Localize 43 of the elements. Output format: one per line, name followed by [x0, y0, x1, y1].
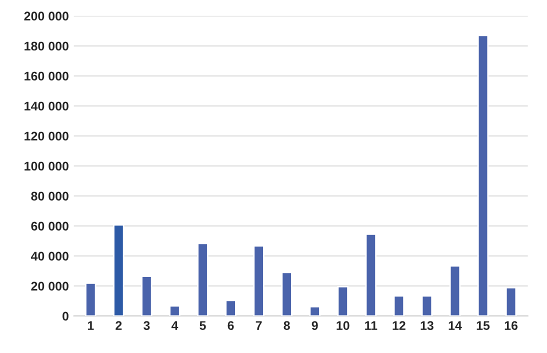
x-tick-label: 13 [420, 321, 434, 330]
y-tick-label: 100 000 [24, 162, 68, 171]
bar [337, 286, 348, 316]
bar [393, 295, 405, 316]
bar [253, 245, 264, 316]
x-tick-label: 9 [312, 321, 318, 330]
x-tick-label: 7 [256, 321, 262, 330]
x-tick-label: 8 [284, 321, 290, 330]
bar [281, 272, 292, 316]
y-tick-label: 180 000 [24, 42, 68, 51]
y-tick-label: 60 000 [31, 222, 68, 231]
bar [141, 276, 152, 316]
y-tick-label: 120 000 [24, 132, 68, 141]
bar [365, 233, 377, 316]
x-tick-label: 16 [504, 321, 518, 330]
x-tick-label: 10 [336, 321, 350, 330]
bar [421, 295, 433, 316]
x-tick-label: 11 [365, 321, 378, 330]
bar [169, 305, 180, 316]
bar [85, 282, 96, 316]
y-tick-label: 40 000 [30, 252, 68, 261]
y-tick-label: 20 000 [31, 282, 68, 291]
y-tick-label: 80 000 [31, 192, 68, 201]
x-tick-label: 2 [116, 321, 122, 330]
y-tick-label: 140 000 [24, 102, 68, 111]
y-tick-label: 0 [62, 312, 68, 321]
bar [477, 34, 489, 316]
x-tick-label: 15 [476, 321, 490, 330]
bar [309, 306, 320, 316]
bar [449, 265, 461, 316]
x-tick-label: 1 [88, 321, 94, 330]
x-tick-label: 6 [228, 321, 234, 330]
bar [113, 224, 124, 316]
y-tick-label: 160 000 [24, 72, 68, 81]
x-tick-label: 4 [171, 321, 178, 330]
y-tick-label: 200 000 [24, 12, 68, 21]
bar [197, 242, 208, 316]
x-tick-label: 5 [200, 321, 206, 330]
bar [505, 287, 517, 316]
x-tick-label: 12 [392, 321, 406, 330]
bar [225, 300, 236, 316]
x-tick-label: 14 [448, 321, 462, 330]
x-tick-label: 3 [144, 321, 150, 330]
